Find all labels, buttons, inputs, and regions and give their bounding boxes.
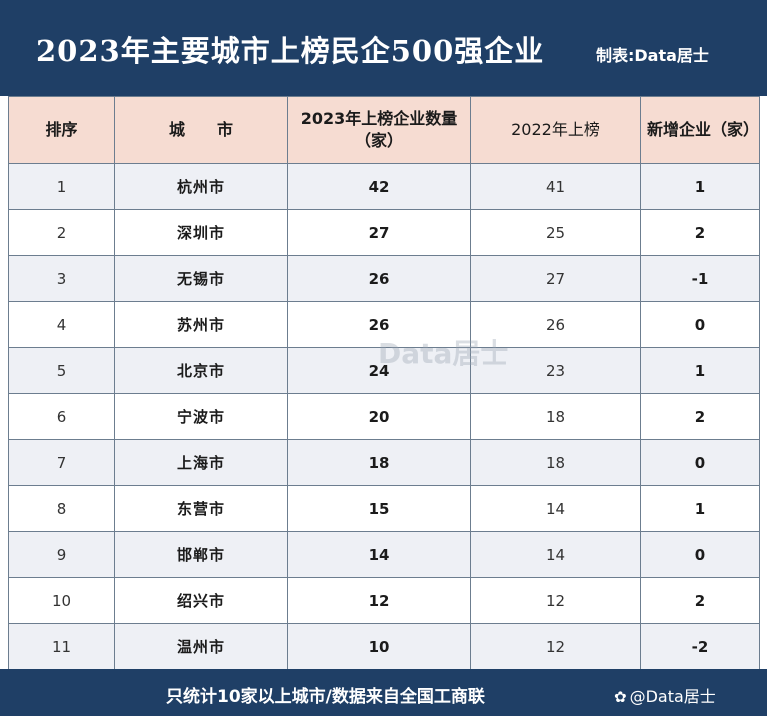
city-cell: 邯郸市	[114, 531, 288, 578]
rank-cell: 4	[8, 301, 115, 348]
count-2023-cell: 15	[287, 485, 471, 532]
rank-cell: 9	[8, 531, 115, 578]
table-row: 11 温州市 10 12 -2	[8, 623, 760, 670]
table-row: 4 苏州市 26 26 0	[8, 301, 760, 348]
page-title: 2023年主要城市上榜民企500强企业	[36, 34, 545, 68]
count-2023-cell: 42	[287, 163, 471, 210]
brand-label: @Data居士	[629, 687, 716, 706]
column-header-rank: 排序	[8, 96, 115, 164]
count-2023-cell: 27	[287, 209, 471, 256]
table-row: 2 深圳市 27 25 2	[8, 209, 760, 256]
new-count-cell: -1	[640, 255, 760, 302]
count-2022-cell: 14	[470, 531, 641, 578]
table-row: 8 东营市 15 14 1	[8, 485, 760, 532]
count-2022-cell: 12	[470, 577, 641, 624]
new-count-cell: 1	[640, 163, 760, 210]
rank-cell: 2	[8, 209, 115, 256]
brand-tag: ✿ @Data居士	[614, 683, 716, 707]
table-row: 7 上海市 18 18 0	[8, 439, 760, 486]
footer-bar: 只统计10家以上城市/数据来自全国工商联 ✿ @Data居士	[0, 669, 767, 716]
new-count-cell: 2	[640, 393, 760, 440]
column-header-city: 城 市	[114, 96, 288, 164]
count-2022-cell: 41	[470, 163, 641, 210]
new-count-cell: 1	[640, 485, 760, 532]
rank-cell: 1	[8, 163, 115, 210]
count-2022-cell: 25	[470, 209, 641, 256]
city-cell: 上海市	[114, 439, 288, 486]
column-header-count-2022: 2022年上榜	[470, 96, 641, 164]
table-row: 9 邯郸市 14 14 0	[8, 531, 760, 578]
column-header-new: 新增企业（家）	[640, 96, 760, 164]
count-2023-cell: 26	[287, 255, 471, 302]
table-row: 3 无锡市 26 27 -1	[8, 255, 760, 302]
count-2022-cell: 27	[470, 255, 641, 302]
count-2023-cell: 18	[287, 439, 471, 486]
new-count-cell: -2	[640, 623, 760, 670]
new-count-cell: 0	[640, 439, 760, 486]
table-credit: 制表:Data居士	[596, 46, 709, 65]
city-cell: 东营市	[114, 485, 288, 532]
city-cell: 绍兴市	[114, 577, 288, 624]
column-header-count-2023: 2023年上榜企业数量（家）	[287, 96, 471, 164]
table-body: 1 杭州市 42 41 1 2 深圳市 27 25 2 3 无锡市 26 27 -1 4 苏州市 26 26 0 5 北京…	[8, 163, 760, 670]
rank-cell: 10	[8, 577, 115, 624]
count-2022-cell: 23	[470, 347, 641, 394]
table-row: 1 杭州市 42 41 1	[8, 163, 760, 210]
table-row: 10 绍兴市 12 12 2	[8, 577, 760, 624]
table-row: 5 北京市 24 23 1	[8, 347, 760, 394]
city-cell: 温州市	[114, 623, 288, 670]
paw-icon: ✿	[614, 688, 627, 706]
rank-cell: 6	[8, 393, 115, 440]
new-count-cell: 0	[640, 531, 760, 578]
count-2023-cell: 24	[287, 347, 471, 394]
count-2023-cell: 10	[287, 623, 471, 670]
rank-cell: 7	[8, 439, 115, 486]
rank-cell: 11	[8, 623, 115, 670]
new-count-cell: 0	[640, 301, 760, 348]
count-2023-cell: 12	[287, 577, 471, 624]
city-cell: 苏州市	[114, 301, 288, 348]
count-2022-cell: 12	[470, 623, 641, 670]
rank-cell: 5	[8, 347, 115, 394]
city-cell: 杭州市	[114, 163, 288, 210]
new-count-cell: 2	[640, 209, 760, 256]
count-2023-cell: 20	[287, 393, 471, 440]
title-bar: 2023年主要城市上榜民企500强企业 制表:Data居士	[0, 0, 767, 96]
city-cell: 宁波市	[114, 393, 288, 440]
new-count-cell: 2	[640, 577, 760, 624]
count-2023-cell: 26	[287, 301, 471, 348]
table-row: 6 宁波市 20 18 2	[8, 393, 760, 440]
count-2022-cell: 14	[470, 485, 641, 532]
rank-cell: 8	[8, 485, 115, 532]
city-cell: 北京市	[114, 347, 288, 394]
count-2023-cell: 14	[287, 531, 471, 578]
count-2022-cell: 26	[470, 301, 641, 348]
rank-cell: 3	[8, 255, 115, 302]
footnote: 只统计10家以上城市/数据来自全国工商联	[166, 687, 485, 707]
city-cell: 深圳市	[114, 209, 288, 256]
count-2022-cell: 18	[470, 439, 641, 486]
new-count-cell: 1	[640, 347, 760, 394]
city-cell: 无锡市	[114, 255, 288, 302]
table-header-row: 排序 城 市 2023年上榜企业数量（家） 2022年上榜 新增企业（家）	[8, 96, 760, 164]
count-2022-cell: 18	[470, 393, 641, 440]
